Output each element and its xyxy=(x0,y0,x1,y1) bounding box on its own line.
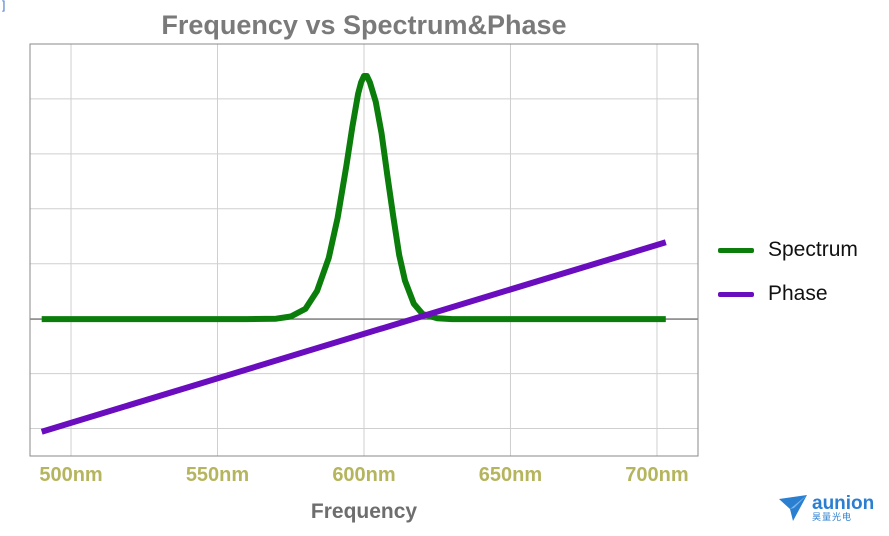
legend-swatch-phase xyxy=(718,291,754,297)
x-tick-label: 700nm xyxy=(625,464,688,486)
brand-name: aunion xyxy=(812,493,875,514)
brand-logo: aunion 昊量光电 xyxy=(778,494,874,522)
legend-item-spectrum: Spectrum xyxy=(718,228,858,272)
legend: Spectrum Phase xyxy=(718,228,858,316)
paper-plane-icon xyxy=(779,495,807,521)
legend-swatch-spectrum xyxy=(718,247,754,253)
x-tick-label: 550nm xyxy=(186,464,249,486)
series-line-phase xyxy=(40,239,667,435)
chart-title: Frequency vs Spectrum&Phase xyxy=(161,10,567,40)
corner-mark: ] xyxy=(2,0,6,12)
legend-label-phase: Phase xyxy=(768,282,828,305)
legend-item-phase: Phase xyxy=(718,272,858,316)
plot-frame xyxy=(29,43,699,457)
x-tick-label: 600nm xyxy=(332,464,395,486)
brand-subtitle: 昊量光电 xyxy=(812,512,853,522)
x-tick-label: 650nm xyxy=(479,464,542,486)
series-line-spectrum xyxy=(41,73,666,323)
legend-label-spectrum: Spectrum xyxy=(768,238,858,261)
x-axis-label: Frequency xyxy=(310,500,418,523)
x-tick-label: 500nm xyxy=(39,464,102,486)
